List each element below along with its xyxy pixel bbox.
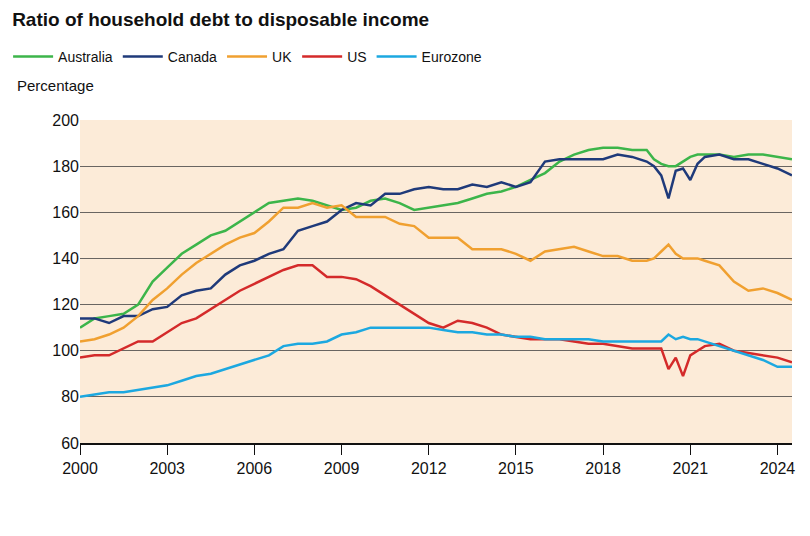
svg-text:2015: 2015 <box>498 460 534 477</box>
svg-text:2009: 2009 <box>324 460 360 477</box>
svg-text:160: 160 <box>52 204 79 221</box>
svg-text:Ratio of household debt to dis: Ratio of household debt to disposable in… <box>12 9 429 30</box>
svg-text:100: 100 <box>52 342 79 359</box>
svg-text:120: 120 <box>52 296 79 313</box>
svg-text:US: US <box>347 49 366 65</box>
svg-text:2006: 2006 <box>237 460 273 477</box>
svg-text:180: 180 <box>52 158 79 175</box>
svg-text:Australia: Australia <box>58 49 113 65</box>
svg-text:Eurozone: Eurozone <box>422 49 482 65</box>
svg-text:2018: 2018 <box>585 460 621 477</box>
svg-text:60: 60 <box>61 435 79 452</box>
svg-text:2003: 2003 <box>149 460 185 477</box>
svg-text:2000: 2000 <box>62 460 98 477</box>
svg-text:UK: UK <box>272 49 292 65</box>
svg-text:200: 200 <box>52 112 79 129</box>
svg-text:Canada: Canada <box>168 49 217 65</box>
svg-text:Percentage: Percentage <box>17 77 94 94</box>
svg-text:2024: 2024 <box>760 460 796 477</box>
svg-text:140: 140 <box>52 250 79 267</box>
svg-text:2012: 2012 <box>411 460 447 477</box>
svg-text:80: 80 <box>61 388 79 405</box>
svg-text:2021: 2021 <box>672 460 708 477</box>
